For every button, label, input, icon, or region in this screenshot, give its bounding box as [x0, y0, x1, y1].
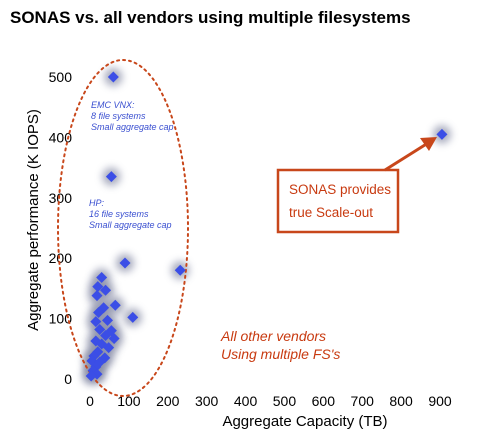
- data-point: [436, 128, 448, 140]
- sonas-callout-text: SONAS provides true Scale-out: [289, 182, 391, 220]
- data-point: [105, 171, 117, 183]
- data-point: [174, 264, 186, 276]
- data-points: [85, 71, 448, 382]
- annotation-other-vendors: All other vendors Using multiple FS's: [220, 328, 340, 362]
- x-axis-label: Aggregate Capacity (TB): [222, 413, 387, 430]
- x-tick-label: 800: [389, 393, 413, 409]
- annotation-hp-line: 16 file systems: [89, 209, 149, 219]
- x-tick-label: 0: [86, 393, 94, 409]
- x-tick-label: 300: [195, 393, 219, 409]
- callout-arrow: [384, 141, 429, 172]
- y-tick-label: 100: [49, 311, 73, 327]
- x-tick-label: 600: [312, 393, 336, 409]
- annotation-hp-line: Small aggregate cap: [89, 220, 172, 230]
- data-point: [94, 323, 106, 335]
- sonas-callout-line: SONAS provides: [289, 182, 391, 197]
- sonas-callout-box: [276, 168, 400, 234]
- annotation-other-vendors-line: Using multiple FS's: [221, 346, 340, 362]
- chart-title: SONAS vs. all vendors using multiple fil…: [10, 8, 411, 27]
- data-point: [93, 307, 105, 319]
- data-point: [85, 370, 97, 382]
- y-tick-label: 500: [49, 69, 73, 85]
- annotation-emc-line: 8 file systems: [91, 111, 146, 121]
- annotation-emc-line: Small aggregate cap: [91, 122, 174, 132]
- data-point: [91, 290, 103, 302]
- tick-labels: 0 100 200 300 400 500 600 700 800 900 0 100 200 300 40…: [49, 69, 452, 409]
- data-point: [127, 311, 139, 323]
- sonas-callout-line: true Scale-out: [289, 205, 373, 220]
- y-tick-label: 0: [64, 371, 72, 387]
- data-point: [92, 281, 104, 293]
- annotation-hp-line: HP:: [89, 198, 105, 208]
- data-point: [96, 272, 108, 284]
- y-tick-label: 300: [49, 190, 73, 206]
- annotation-emc-line: EMC VNX:: [91, 100, 135, 110]
- data-point: [102, 314, 113, 326]
- data-point: [108, 333, 120, 345]
- x-tick-label: 500: [273, 393, 297, 409]
- x-tick-label: 900: [428, 393, 452, 409]
- x-tick-label: 100: [117, 393, 141, 409]
- data-point: [119, 257, 131, 269]
- callout-arrowhead: [420, 137, 437, 151]
- data-point: [107, 71, 119, 83]
- y-axis-label: Aggregate performance (K IOPS): [25, 109, 42, 331]
- data-point: [103, 342, 115, 354]
- x-tick-label: 700: [351, 393, 375, 409]
- x-tick-label: 400: [234, 393, 258, 409]
- data-point: [90, 316, 102, 328]
- data-point: [100, 330, 112, 342]
- x-tick-label: 200: [156, 393, 180, 409]
- highlight-ellipse: [57, 59, 189, 397]
- data-point: [109, 299, 121, 311]
- y-tick-label: 200: [49, 250, 73, 266]
- data-point: [100, 284, 112, 296]
- annotation-other-vendors-line: All other vendors: [220, 328, 326, 344]
- y-tick-label: 400: [49, 129, 73, 145]
